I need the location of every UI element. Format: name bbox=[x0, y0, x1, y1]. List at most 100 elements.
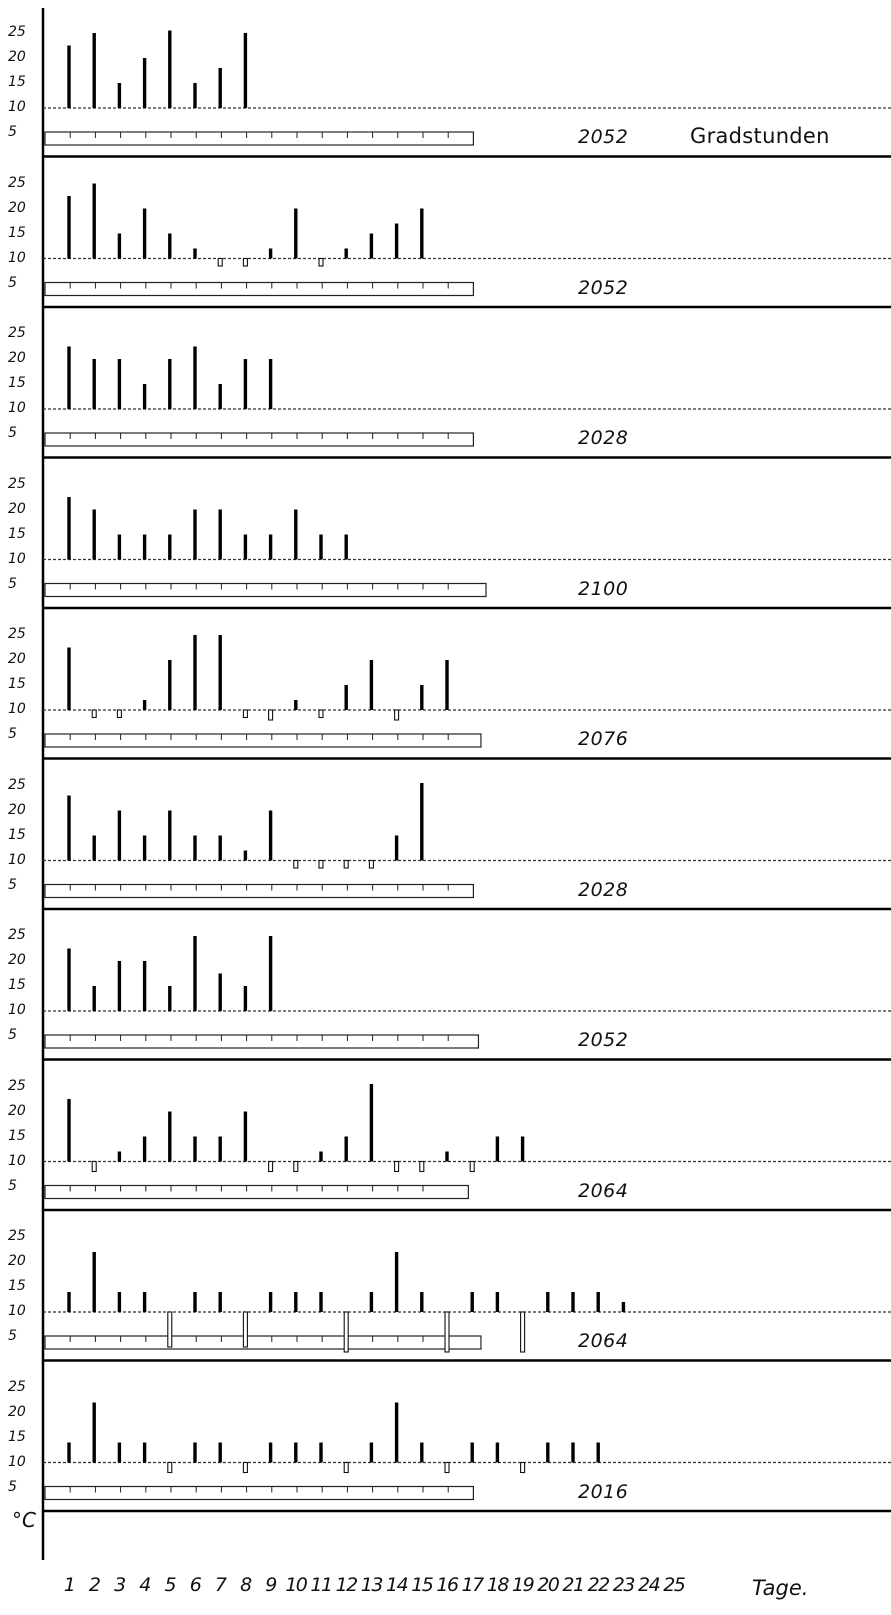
y-tick-label: 5 bbox=[8, 274, 17, 291]
day-strip bbox=[44, 582, 487, 598]
bar-below-threshold bbox=[343, 859, 349, 869]
bar-below-threshold bbox=[318, 257, 324, 267]
y-tick-label: 20 bbox=[8, 199, 26, 216]
bar-below-threshold bbox=[91, 1160, 97, 1173]
y-tick-label: 5 bbox=[8, 726, 17, 742]
y-tick-label: 15 bbox=[8, 1278, 26, 1294]
day-strip bbox=[44, 883, 474, 899]
x-axis-label: Tage. bbox=[752, 1576, 809, 1600]
gradstunden-total: 2076 bbox=[578, 728, 629, 750]
y-tick-label: 15 bbox=[8, 676, 26, 692]
x-tick-label: 16 bbox=[436, 1574, 459, 1596]
x-tick-label: 14 bbox=[386, 1574, 409, 1596]
y-tick-label: 5 bbox=[8, 876, 17, 893]
bar-below-threshold bbox=[91, 709, 97, 719]
x-tick-label: 1 bbox=[63, 1574, 76, 1596]
x-tick-label: 25 bbox=[663, 1574, 686, 1596]
bar-below-threshold bbox=[167, 1311, 173, 1348]
y-tick-label: 10 bbox=[8, 1303, 26, 1319]
bar-below-threshold bbox=[444, 1311, 450, 1353]
y-tick-label: 25 bbox=[8, 927, 26, 943]
y-tick-label: 15 bbox=[8, 826, 26, 843]
y-unit-label: °C bbox=[12, 1508, 36, 1532]
x-tick-label: 13 bbox=[360, 1574, 384, 1596]
y-tick-label: 10 bbox=[8, 249, 26, 266]
bar-below-threshold bbox=[520, 1311, 526, 1353]
x-tick-label: 17 bbox=[461, 1574, 485, 1596]
gradstunden-total: 2028 bbox=[578, 427, 629, 449]
day-strip bbox=[44, 1485, 474, 1501]
y-tick-label: 25 bbox=[8, 776, 26, 793]
y-tick-label: 10 bbox=[8, 851, 26, 868]
y-tick-label: 25 bbox=[8, 174, 26, 191]
y-tick-label: 15 bbox=[8, 1428, 26, 1445]
y-tick-label: 25 bbox=[8, 1378, 26, 1395]
y-tick-label: 10 bbox=[8, 99, 26, 115]
day-strip bbox=[44, 281, 474, 297]
bar-below-threshold bbox=[242, 709, 248, 719]
y-tick-label: 15 bbox=[8, 375, 26, 391]
day-strip bbox=[44, 432, 474, 447]
y-tick-label: 10 bbox=[8, 1453, 26, 1470]
y-tick-label: 20 bbox=[8, 952, 26, 968]
gradstunden-total: 2052 bbox=[578, 1029, 629, 1051]
bar-below-threshold bbox=[116, 709, 122, 719]
x-tick-label: 10 bbox=[285, 1574, 308, 1596]
bar-below-threshold bbox=[268, 709, 274, 721]
y-tick-label: 5 bbox=[8, 124, 17, 140]
x-tick-label: 9 bbox=[265, 1574, 277, 1596]
gradstunden-total: 2064 bbox=[578, 1179, 629, 1202]
y-tick-label: 15 bbox=[8, 74, 26, 90]
day-strip bbox=[44, 1034, 480, 1049]
x-tick-label: 7 bbox=[214, 1574, 227, 1596]
y-tick-label: 10 bbox=[8, 701, 26, 717]
y-tick-label: 25 bbox=[8, 475, 26, 492]
y-tick-label: 5 bbox=[8, 1027, 17, 1043]
bar-below-threshold bbox=[469, 1160, 475, 1173]
day-strip bbox=[44, 733, 482, 748]
gradstunden-total: 2052 bbox=[578, 126, 629, 148]
day-strip bbox=[44, 1335, 482, 1350]
panel-label: Gradstunden bbox=[690, 124, 830, 148]
x-tick-label: 18 bbox=[486, 1574, 510, 1596]
bar-below-threshold bbox=[318, 859, 324, 869]
bar-below-threshold bbox=[343, 1311, 349, 1353]
y-tick-label: 5 bbox=[8, 1177, 17, 1194]
x-tick-label: 12 bbox=[335, 1574, 359, 1596]
bar-below-threshold bbox=[368, 859, 374, 869]
bar-below-threshold bbox=[268, 1160, 274, 1173]
bar-below-threshold bbox=[242, 1311, 248, 1348]
gradstunden-total: 2064 bbox=[578, 1330, 629, 1352]
gradstunden-total: 2052 bbox=[578, 276, 629, 299]
bar-below-threshold bbox=[293, 1160, 299, 1173]
gradstunden-total: 2100 bbox=[578, 577, 629, 600]
day-strip bbox=[44, 1184, 469, 1200]
y-tick-label: 20 bbox=[8, 500, 26, 517]
y-tick-label: 5 bbox=[8, 575, 17, 592]
x-tick-label: 2 bbox=[88, 1574, 101, 1596]
bar-below-threshold bbox=[419, 1160, 425, 1173]
y-tick-label: 15 bbox=[8, 977, 26, 993]
y-tick-label: 20 bbox=[8, 801, 26, 818]
x-tick-label: 11 bbox=[310, 1574, 333, 1596]
gradstunden-total: 2028 bbox=[578, 878, 629, 901]
y-tick-label: 10 bbox=[8, 550, 26, 567]
x-tick-label: 22 bbox=[587, 1574, 611, 1596]
bar-below-threshold bbox=[444, 1461, 450, 1474]
y-tick-label: 20 bbox=[8, 651, 26, 667]
y-tick-label: 20 bbox=[8, 350, 26, 366]
y-tick-label: 25 bbox=[8, 1077, 26, 1094]
y-tick-label: 20 bbox=[8, 1403, 26, 1420]
bar-below-threshold bbox=[318, 709, 324, 719]
x-tick-label: 5 bbox=[164, 1574, 177, 1596]
y-tick-label: 5 bbox=[8, 425, 17, 441]
bar-below-threshold bbox=[343, 1461, 349, 1474]
bar-below-threshold bbox=[242, 257, 248, 267]
y-tick-label: 20 bbox=[8, 1253, 26, 1269]
y-tick-label: 10 bbox=[8, 1002, 26, 1018]
x-tick-label: 20 bbox=[537, 1574, 560, 1596]
y-tick-label: 25 bbox=[8, 325, 26, 341]
x-tick-label: 3 bbox=[114, 1574, 126, 1596]
bar-below-threshold bbox=[167, 1461, 173, 1474]
